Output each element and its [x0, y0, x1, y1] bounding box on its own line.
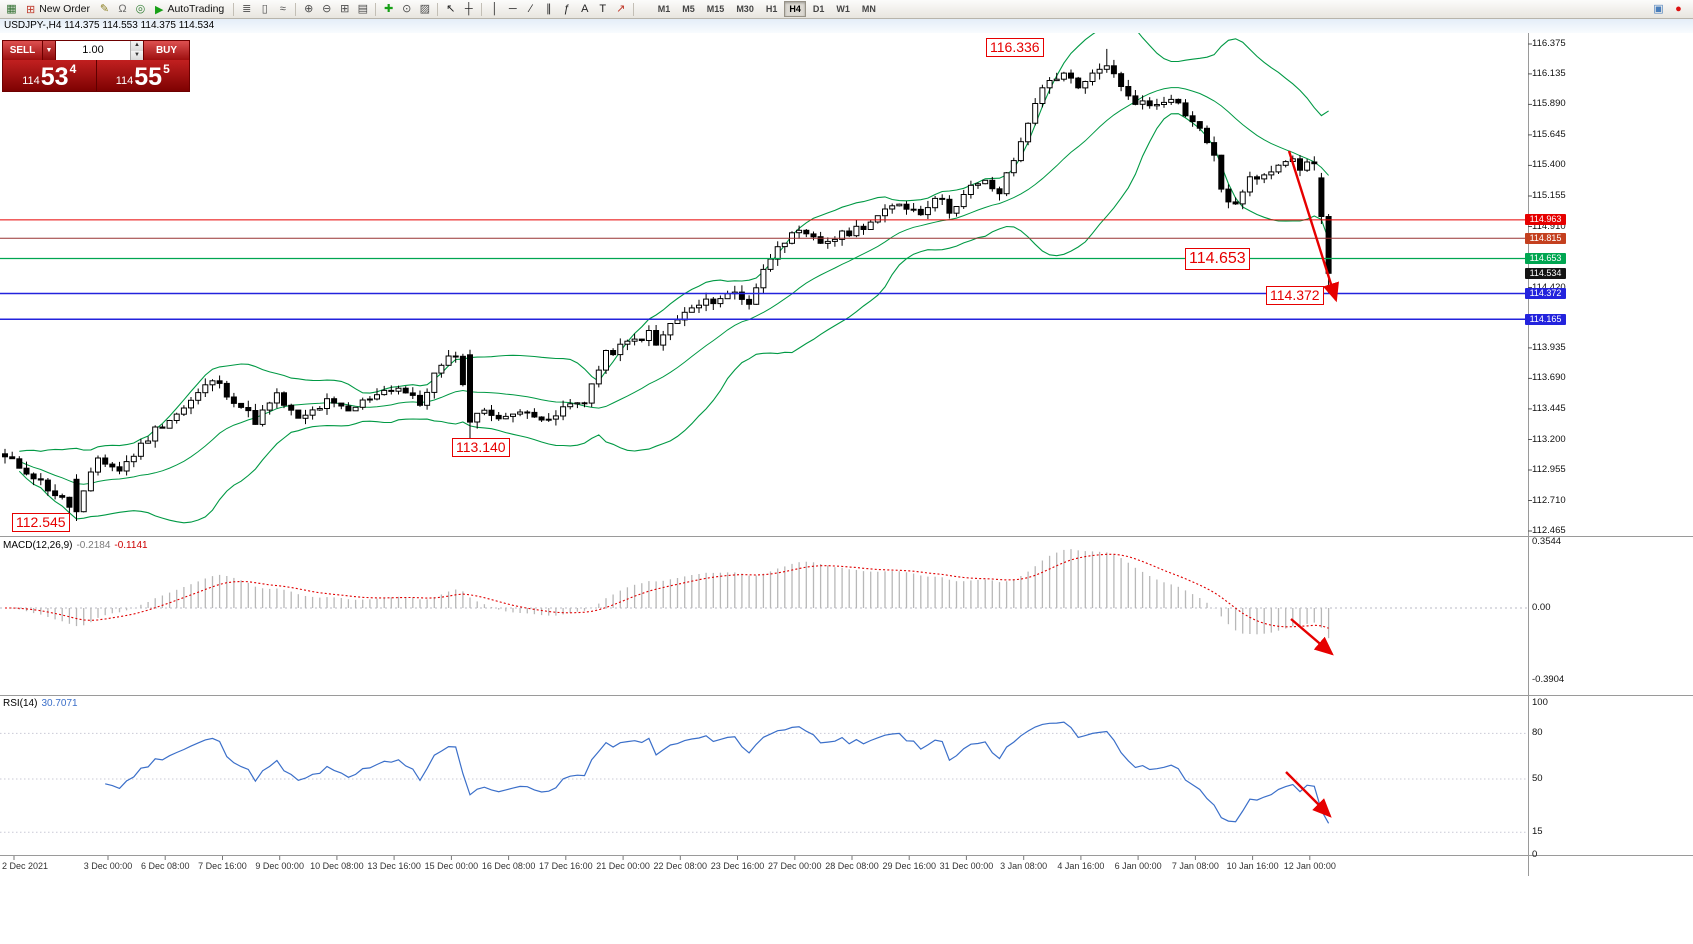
- macd-panel: [0, 549, 1528, 639]
- toolbar-separator: [233, 2, 235, 16]
- toolbar-separator: [633, 2, 635, 16]
- periods-icon[interactable]: ⊙: [402, 2, 412, 15]
- volume-up-icon[interactable]: ▲: [131, 41, 143, 51]
- text-icon[interactable]: A: [581, 2, 589, 15]
- autotrading-button-label: AutoTrading: [167, 3, 225, 15]
- candles: [2, 48, 1332, 521]
- buy-price[interactable]: 114 55 5: [97, 60, 190, 91]
- support-icon[interactable]: Ω: [118, 2, 127, 15]
- indicators-icon[interactable]: ✚: [384, 2, 394, 15]
- zoom-in-icon[interactable]: ⊕: [304, 2, 314, 15]
- rsi-panel: [0, 721, 1528, 833]
- metaeditor-icon[interactable]: ✎: [99, 2, 110, 15]
- rsi-name: RSI(14): [3, 698, 38, 709]
- volume-down-icon[interactable]: ▼: [131, 50, 143, 60]
- crosshair-icon[interactable]: ┼: [464, 2, 473, 15]
- tile-windows-icon[interactable]: ⊞: [340, 2, 350, 15]
- timeframe-w1-button[interactable]: W1: [836, 4, 850, 14]
- sell-price-prefix: 114: [22, 75, 40, 87]
- bollinger-bands: [18, 21, 1330, 524]
- rsi-label: RSI(14) 30.7071: [3, 698, 82, 709]
- chart-caption: USDJPY-,H4 114.375 114.553 114.375 114.5…: [0, 19, 1693, 33]
- community-icon[interactable]: ◎: [135, 2, 146, 15]
- buy-price-prefix: 114: [115, 75, 134, 87]
- sell-price-big: 53: [40, 63, 69, 91]
- toolbar-right-icons: ▣ ●: [1652, 2, 1690, 17]
- trade-controls-row: SELL ▼ 1.00 ▲ ▼ BUY: [3, 41, 189, 60]
- sell-button[interactable]: SELL: [3, 41, 43, 60]
- bar-chart-icon[interactable]: ≣: [242, 2, 252, 15]
- equidistant-channel-icon[interactable]: ∥: [546, 2, 552, 15]
- toolbar-separator: [437, 2, 439, 16]
- new-order-icon: ⊞: [26, 3, 36, 16]
- timeframe-switcher: M1 M5 M15 M30 H1 H4 D1 W1 MN: [652, 1, 881, 17]
- line-chart-icon[interactable]: ≈: [279, 2, 286, 15]
- arrows-object-icon[interactable]: ↗: [616, 2, 626, 15]
- macd-name: MACD(12,26,9): [3, 540, 73, 551]
- timeframe-m15-button[interactable]: M15: [706, 4, 725, 14]
- one-click-trading-panel: SELL ▼ 1.00 ▲ ▼ BUY 114 53 4 114 55 5: [2, 40, 190, 92]
- panel-borders: [0, 19, 1693, 876]
- toolbar-separator: [375, 2, 377, 16]
- rsi-value: 30.7071: [41, 698, 78, 709]
- candlestick-chart-icon[interactable]: ▯: [261, 2, 268, 15]
- timeframe-m5-button[interactable]: M5: [682, 4, 695, 14]
- sell-price-sup: 4: [69, 62, 77, 76]
- new-order-button[interactable]: ⊞ New Order: [21, 2, 95, 17]
- timeframe-d1-button[interactable]: D1: [812, 4, 825, 14]
- new-order-button-label: New Order: [39, 3, 90, 15]
- volume-stepper[interactable]: ▲ ▼: [130, 41, 143, 60]
- macd-value-signal: -0.1141: [114, 540, 148, 551]
- trade-prices-row: 114 53 4 114 55 5: [3, 60, 189, 91]
- cascade-windows-icon[interactable]: ▤: [357, 2, 368, 15]
- buy-price-sup: 5: [163, 62, 170, 76]
- buy-price-big: 55: [134, 63, 163, 91]
- zoom-out-icon[interactable]: ⊖: [322, 2, 332, 15]
- volume-value[interactable]: 1.00: [82, 44, 104, 56]
- horizontal-level-lines: [0, 219, 1528, 321]
- trendline-icon[interactable]: ∕: [529, 2, 532, 15]
- text-label-icon[interactable]: T: [599, 2, 607, 15]
- toolbar-separator: [481, 2, 483, 16]
- chart-window-icon[interactable]: ▣: [1653, 2, 1664, 15]
- timeframe-mn-button[interactable]: MN: [861, 4, 876, 14]
- autotrading-play-icon: ▶: [154, 3, 164, 16]
- new-chart-icon[interactable]: ▦: [6, 2, 17, 15]
- toolbar-separator: [295, 2, 297, 16]
- sell-dropdown-icon[interactable]: ▼: [43, 41, 56, 60]
- autotrading-button[interactable]: ▶ AutoTrading: [150, 2, 229, 17]
- timeframe-h4-button[interactable]: H4: [783, 1, 807, 17]
- volume-field[interactable]: 1.00 ▲ ▼: [56, 41, 143, 60]
- macd-label: MACD(12,26,9) -0.2184 -0.1141: [3, 540, 152, 551]
- templates-icon[interactable]: ▨: [419, 2, 430, 15]
- fibonacci-icon[interactable]: ƒ: [563, 2, 570, 15]
- sell-price[interactable]: 114 53 4: [3, 60, 96, 91]
- vertical-line-icon[interactable]: │: [491, 2, 499, 15]
- main-toolbar: ▦ ⊞ New Order ✎ Ω ◎ ▶ AutoTrading ≣ ▯ ≈ ⊕ ⊖ ⊞ ▤ ✚ ⊙ ▨ ↖ ┼ │ ─…: [0, 0, 1693, 19]
- buy-button[interactable]: BUY: [143, 41, 189, 60]
- macd-value-main: -0.2184: [76, 540, 111, 551]
- cursor-icon[interactable]: ↖: [446, 2, 456, 15]
- axis-ticks: [13, 43, 1532, 860]
- timeframe-h1-button[interactable]: H1: [765, 4, 778, 14]
- horizontal-line-icon[interactable]: ─: [508, 2, 517, 15]
- trend-arrows: [1285, 150, 1339, 818]
- chart-title: USDJPY-,H4 114.375 114.553 114.375 114.5…: [4, 20, 215, 31]
- notification-icon[interactable]: ●: [1675, 2, 1682, 15]
- price-divider: [95, 60, 97, 91]
- timeframe-m1-button[interactable]: M1: [657, 4, 671, 14]
- timeframe-m30-button[interactable]: M30: [736, 4, 754, 14]
